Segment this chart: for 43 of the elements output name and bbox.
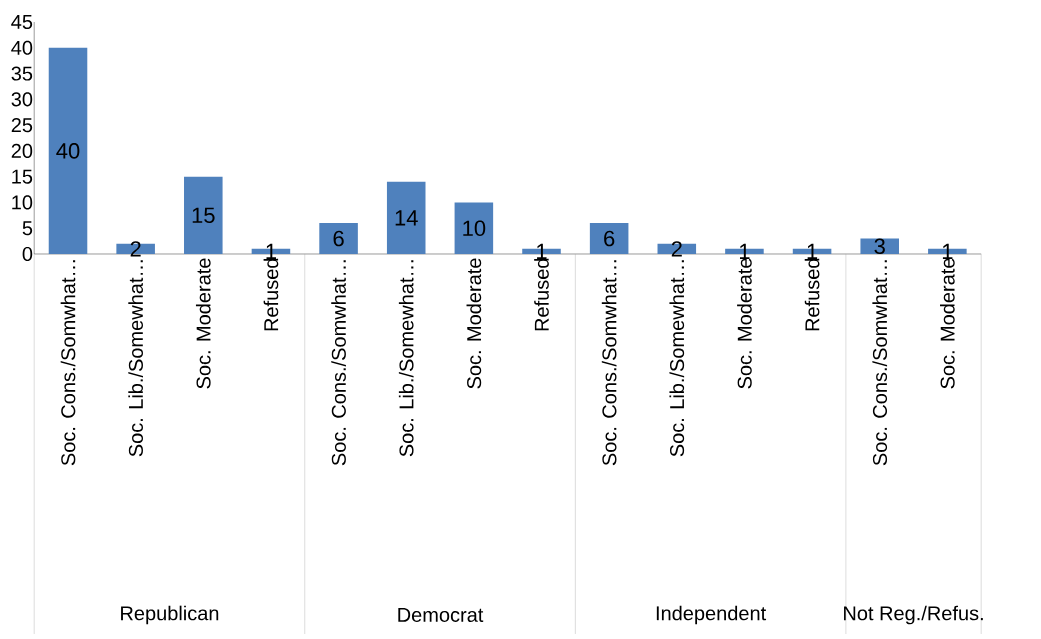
x-tick-label: Soc. Lib./Somewhat… [128,260,143,457]
y-tick-label: 35 [11,66,33,81]
bar [589,223,629,254]
data-label: 2 [671,241,682,257]
x-tick-label: Soc. Cons./Somwhat… [60,260,76,466]
bar [184,176,223,254]
data-label: 15 [192,207,215,224]
y-tick-label: 10 [12,195,33,210]
x-tick-label: Refused [804,258,820,331]
x-tick-label: Soc. Moderate [940,258,955,389]
y-tick-label: 15 [12,169,33,184]
text: Democrat [398,608,484,622]
x-tick-label: Soc. Moderate [466,258,482,389]
text: Not Reg./Refus. [844,605,983,625]
data-label: 2 [130,241,141,257]
y-tick-label: 40 [11,40,33,55]
bar [454,202,494,254]
x-tick-label: Soc. Lib./Somewhat… [669,260,685,457]
y-tick-label: 5 [22,221,33,236]
x-tick-label: Soc. Moderate [737,258,752,389]
data-label: 10 [463,220,486,237]
x-tick-label: Refused [534,258,549,331]
y-tick-label: 20 [11,143,33,158]
x-tick-label: Soc. Cons./Somwhat… [331,260,346,466]
text: Independent [656,605,767,625]
x-tick-label: Soc. Cons./Somwhat… [872,260,888,466]
x-tick-label: Refused [263,258,279,331]
bar [386,181,426,254]
bar [319,223,358,254]
data-label: 40 [56,143,80,159]
data-label: 6 [604,230,615,247]
y-tick-label: 30 [11,92,33,107]
x-tick-label: Soc. Lib./Somewhat… [398,260,414,457]
y-tick-label: 25 [11,118,33,133]
data-label: 14 [395,210,418,226]
data-label: 3 [874,238,885,255]
data-label: 6 [333,230,344,247]
bar [48,47,88,254]
text: Republican [121,605,219,625]
x-tick-label: Soc. Cons./Somwhat… [601,260,617,466]
x-tick-label: Soc. Moderate [195,258,211,389]
y-tick-label: 45 [11,15,33,29]
y-tick-label: 0 [22,246,33,262]
